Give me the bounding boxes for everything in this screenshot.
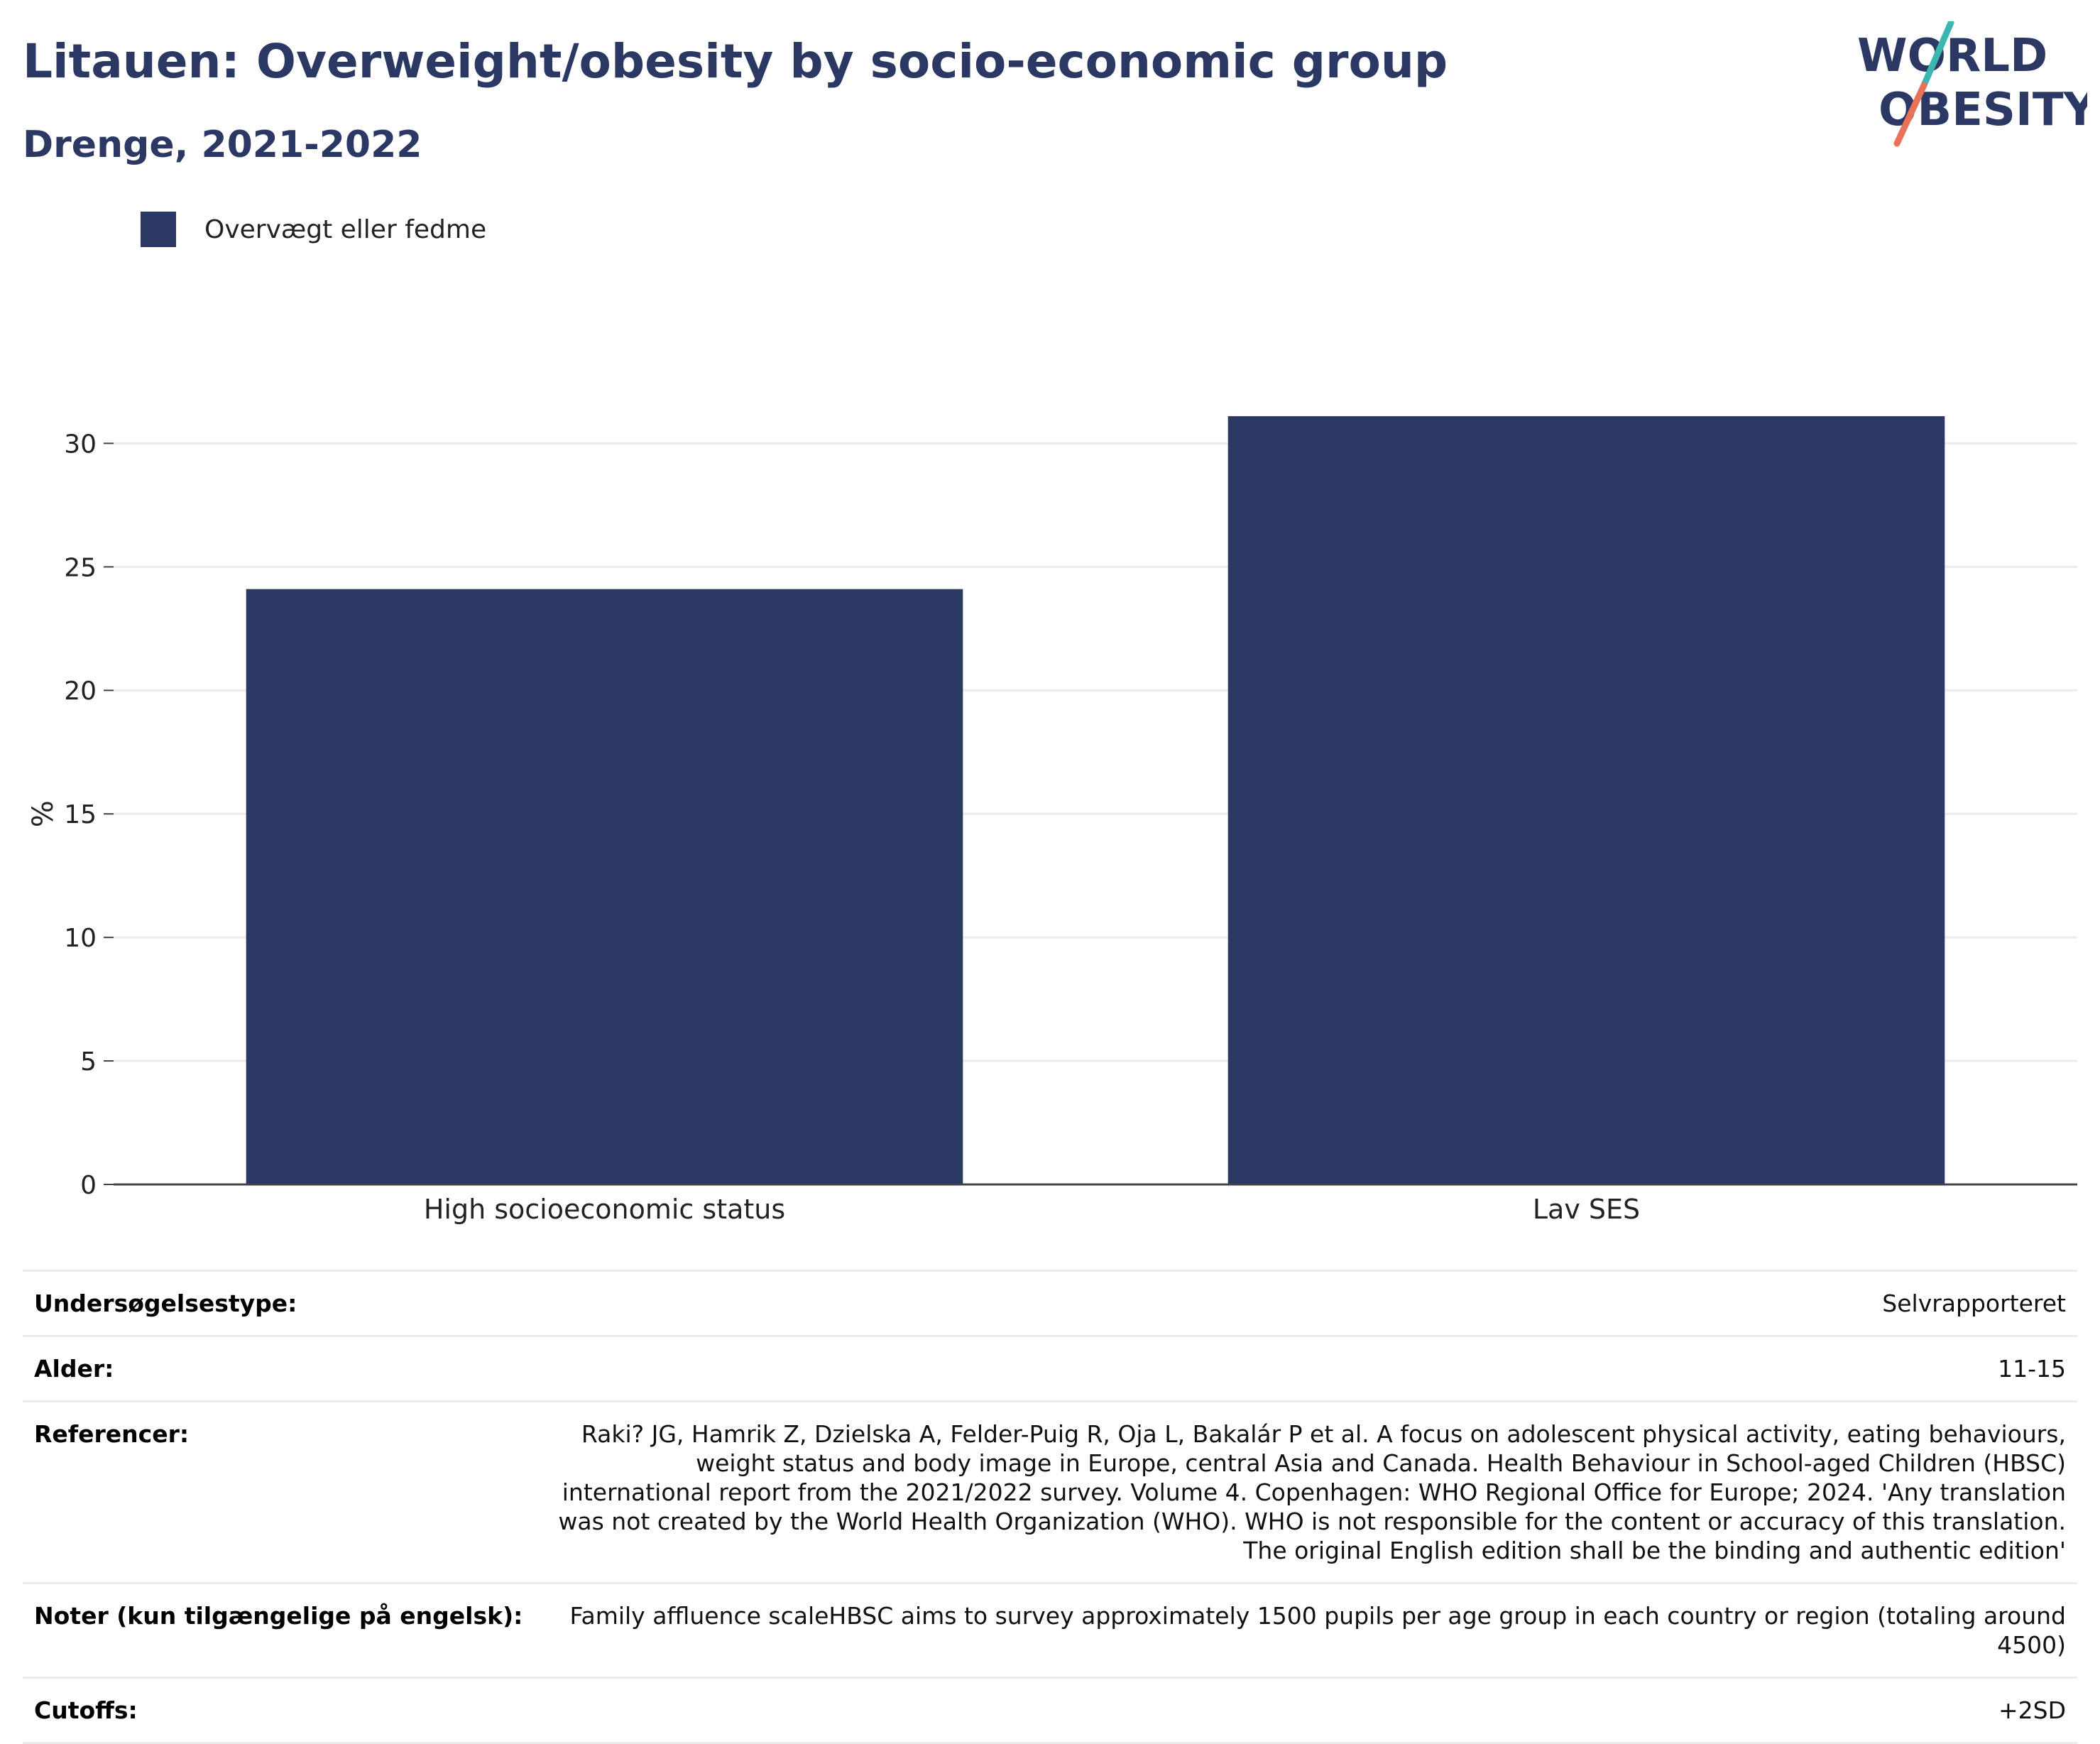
meta-row-age: Alder: 11-15 — [23, 1335, 2077, 1400]
legend-label: Overvægt eller fedme — [204, 214, 487, 244]
logo-slash-top — [1920, 21, 1954, 89]
chart-title: Litauen: Overweight/obesity by socio-eco… — [23, 34, 1448, 89]
x-tick-label: Lav SES — [1533, 1194, 1640, 1225]
meta-label: Noter (kun tilgængelige på engelsk): — [34, 1602, 523, 1630]
chart-legend: Overvægt eller fedme — [141, 211, 486, 248]
meta-row-notes: Noter (kun tilgængelige på engelsk): Fam… — [23, 1582, 2077, 1677]
legend-swatch — [141, 212, 176, 247]
logo-text-world: WORLD — [1857, 30, 2047, 82]
y-tick-label: 30 — [64, 430, 97, 459]
y-tick-label: 0 — [80, 1171, 97, 1200]
meta-value: Raki? JG, Hamrik Z, Dzielska A, Felder-P… — [558, 1420, 2066, 1564]
y-tick-label: 20 — [64, 677, 97, 706]
bar — [246, 589, 963, 1184]
world-obesity-logo: WORLD OBESITY — [1857, 21, 2087, 147]
meta-value: Selvrapporteret — [1882, 1290, 2066, 1317]
meta-row-cutoffs: Cutoffs: +2SD — [23, 1677, 2077, 1744]
y-axis-title: % — [27, 800, 60, 827]
meta-label: Referencer: — [34, 1420, 190, 1448]
bar — [1227, 416, 1945, 1185]
metadata-table: Undersøgelsestype: Selvrapporteret Alder… — [23, 1270, 2077, 1744]
meta-row-survey-type: Undersøgelsestype: Selvrapporteret — [23, 1270, 2077, 1335]
x-tick-label: High socioeconomic status — [424, 1194, 785, 1225]
meta-value: Family affluence scaleHBSC aims to surve… — [569, 1602, 2066, 1659]
meta-label: Alder: — [34, 1355, 114, 1383]
chart-subtitle: Drenge, 2021-2022 — [23, 124, 422, 166]
y-tick-label: 15 — [64, 800, 97, 829]
meta-label: Cutoffs: — [34, 1696, 138, 1724]
y-tick-label: 10 — [64, 924, 97, 953]
meta-label: Undersøgelsestype: — [34, 1290, 297, 1317]
meta-row-references: Referencer: Raki? JG, Hamrik Z, Dzielska… — [23, 1400, 2077, 1582]
meta-value: 11-15 — [1998, 1355, 2066, 1383]
y-tick-label: 5 — [80, 1047, 97, 1077]
logo-slash-bottom — [1893, 82, 1927, 147]
y-tick-label: 25 — [64, 553, 97, 582]
meta-value: +2SD — [1998, 1696, 2066, 1724]
bar-chart: 0 5 10 15 20 25 30% High socioeconomic status La… — [27, 416, 2077, 1225]
